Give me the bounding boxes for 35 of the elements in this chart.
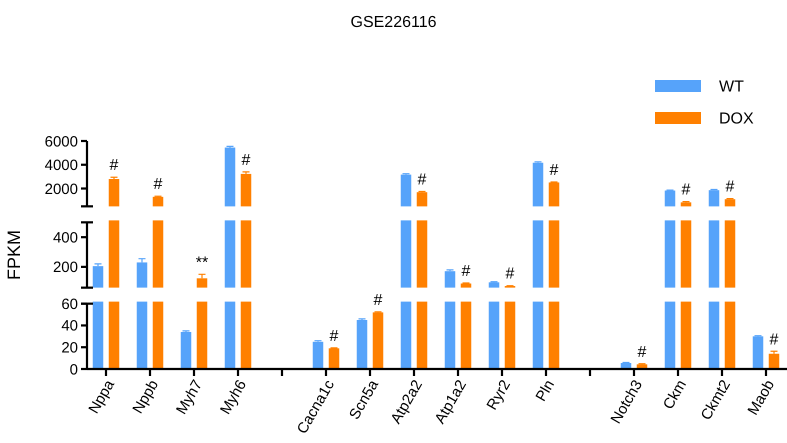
y-tick-label: 400 (52, 229, 78, 246)
legend-label: WT (719, 78, 744, 96)
annotation: # (154, 176, 163, 194)
y-tick-label: 200 (52, 259, 78, 276)
chart-title: GSE226116 (350, 14, 437, 31)
y-tick-label: 6000 (44, 133, 78, 150)
annotation: # (682, 182, 691, 199)
annotation: # (506, 266, 515, 283)
annotation: # (242, 152, 251, 169)
annotation: ** (196, 254, 208, 272)
y-tick-label: 20 (61, 339, 78, 356)
annotation: # (726, 178, 735, 196)
annotation: # (638, 344, 647, 361)
annotation: # (770, 331, 779, 348)
bar (312, 342, 324, 369)
x-tick-label: Pln (532, 377, 558, 404)
annotation: # (110, 157, 119, 174)
annotation: # (330, 328, 339, 345)
annotation: # (374, 292, 383, 309)
bar (768, 354, 780, 369)
bar (180, 332, 192, 369)
y-tick-label: 2000 (44, 180, 78, 198)
bar (328, 348, 340, 369)
y-tick-label: 4000 (44, 157, 78, 174)
bar (752, 336, 764, 369)
legend-label: DOX (719, 110, 754, 128)
bar (372, 312, 384, 369)
annotation: # (462, 262, 471, 280)
bar (356, 320, 368, 369)
y-tick-label: 40 (61, 318, 78, 335)
annotation: # (550, 162, 559, 179)
annotation: # (418, 171, 427, 188)
y-tick-label: 0 (70, 361, 78, 378)
y-axis-title: FPKM (4, 230, 24, 280)
y-tick-label: 60 (61, 296, 78, 313)
